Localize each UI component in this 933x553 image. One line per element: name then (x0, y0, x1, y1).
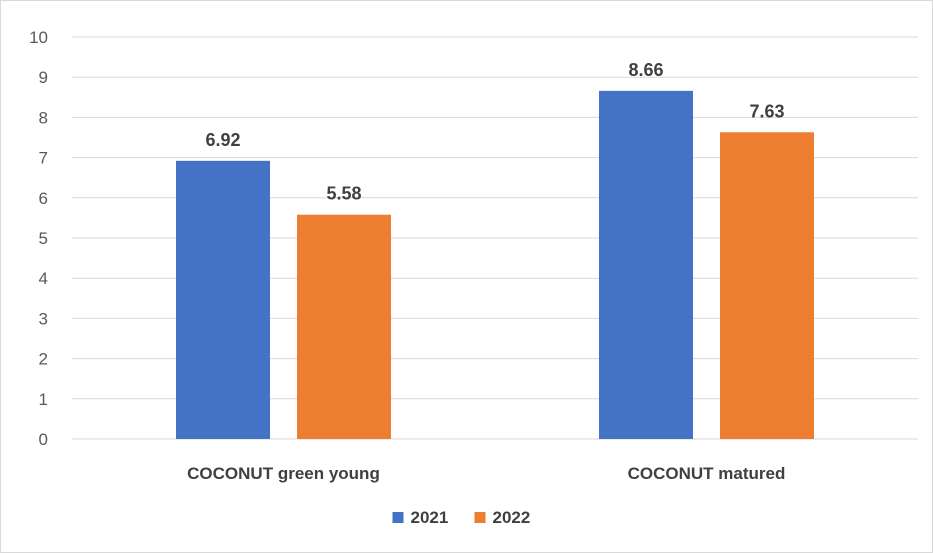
y-tick-label: 1 (39, 390, 48, 409)
data-labels: 6.92 5.58 8.66 7.63 (205, 60, 784, 204)
y-tick-label: 9 (39, 68, 48, 87)
data-label: 5.58 (326, 184, 361, 204)
y-axis-ticks: 0 1 2 3 4 5 6 7 8 9 10 (29, 28, 48, 449)
y-tick-label: 3 (39, 309, 48, 328)
category-label: COCONUT green young (187, 464, 380, 483)
legend: 2021 2022 (392, 508, 531, 527)
y-tick-label: 10 (29, 28, 48, 47)
bar-2022-2 (720, 132, 814, 440)
data-label: 8.66 (628, 60, 663, 80)
y-tick-label: 5 (39, 229, 48, 248)
legend-swatch-2022 (474, 512, 486, 523)
bar-2021-1 (176, 160, 270, 440)
bars (176, 90, 814, 440)
bar-2022-1 (297, 214, 391, 439)
y-tick-label: 7 (39, 149, 48, 168)
y-tick-label: 8 (39, 108, 48, 127)
y-tick-label: 2 (39, 350, 48, 369)
y-tick-label: 0 (39, 430, 48, 449)
data-label: 7.63 (749, 101, 784, 121)
x-axis-categories: COCONUT green young COCONUT matured (187, 464, 785, 483)
category-label: COCONUT matured (628, 464, 786, 483)
legend-label: 2022 (493, 508, 531, 527)
legend-swatch-2021 (392, 512, 404, 523)
y-tick-label: 6 (39, 189, 48, 208)
data-label: 6.92 (205, 130, 240, 150)
legend-label: 2021 (411, 508, 449, 527)
bar-2021-2 (599, 90, 693, 440)
y-tick-label: 4 (39, 269, 48, 288)
